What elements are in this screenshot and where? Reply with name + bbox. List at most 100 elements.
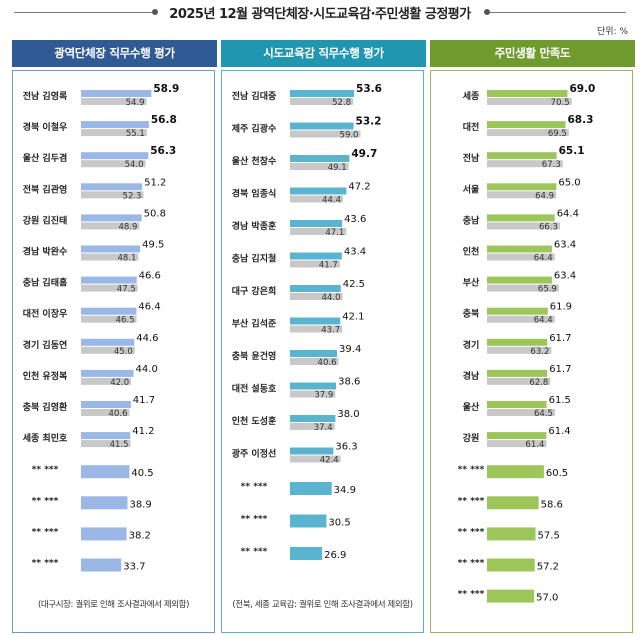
category-label-superintendents-13: ** *** — [241, 515, 268, 525]
value-previous-satisfaction-11: 61.4 — [525, 440, 544, 450]
value-current-satisfaction-13: 58.6 — [541, 499, 563, 510]
value-current-governors-10: 41.7 — [133, 395, 155, 406]
bar-current-governors-15 — [81, 558, 122, 572]
value-current-governors-6: 46.6 — [139, 271, 161, 282]
note-superintendents: (전북, 세종 교육감: 궐위로 인해 조사결과에서 제외함) — [232, 600, 413, 610]
value-previous-superintendents-11: 42.4 — [320, 456, 339, 466]
bar-current-satisfaction-14 — [487, 527, 536, 541]
bar-previous-superintendents-1 — [290, 130, 361, 138]
value-current-satisfaction-7: 61.9 — [550, 302, 572, 313]
bar-previous-governors-0 — [81, 98, 147, 105]
category-label-satisfaction-16: ** *** — [458, 590, 485, 600]
bar-current-satisfaction-9 — [487, 369, 548, 377]
value-previous-superintendents-8: 40.6 — [318, 358, 337, 368]
category-label-superintendents-4: 경남 박종훈 — [232, 220, 277, 232]
bar-previous-superintendents-2 — [290, 163, 349, 170]
bar-previous-superintendents-5 — [290, 260, 340, 268]
category-label-superintendents-9: 대전 설동호 — [232, 383, 277, 395]
value-previous-governors-2: 54.0 — [125, 160, 144, 170]
value-current-governors-7: 46.4 — [138, 302, 160, 313]
unit-label: 단위: % — [596, 27, 628, 37]
bar-current-governors-10 — [81, 401, 131, 408]
value-previous-satisfaction-4: 66.3 — [539, 222, 558, 232]
bar-previous-superintendents-0 — [290, 98, 354, 105]
bar-current-governors-4 — [81, 214, 142, 222]
value-previous-governors-1: 55.1 — [126, 129, 145, 139]
value-current-satisfaction-10: 61.5 — [549, 395, 571, 406]
bar-current-satisfaction-0 — [487, 90, 568, 97]
bar-previous-governors-10 — [81, 409, 130, 416]
value-current-superintendents-10: 38.0 — [337, 409, 359, 420]
value-current-governors-4: 50.8 — [144, 208, 166, 219]
category-label-governors-12: ** *** — [32, 465, 59, 475]
bar-current-superintendents-5 — [290, 252, 342, 260]
category-label-satisfaction-14: ** *** — [458, 527, 485, 537]
bar-previous-governors-7 — [81, 315, 137, 323]
value-current-superintendents-9: 38.6 — [338, 377, 360, 388]
value-current-superintendents-14: 26.9 — [324, 550, 346, 561]
value-previous-superintendents-3: 44.4 — [322, 196, 341, 206]
bar-current-governors-9 — [81, 369, 134, 377]
title-bar: 2025년 12월 광역단체장·시도교육감·주민생활 긍정평가 — [0, 0, 640, 26]
bar-previous-governors-3 — [81, 191, 144, 199]
value-current-satisfaction-2: 65.1 — [559, 145, 585, 157]
category-label-satisfaction-13: ** *** — [458, 496, 485, 506]
value-previous-superintendents-7: 43.7 — [321, 326, 340, 336]
value-current-governors-1: 56.8 — [151, 114, 177, 126]
bar-previous-superintendents-6 — [290, 293, 343, 300]
category-label-governors-4: 강원 김진태 — [23, 214, 68, 226]
category-label-satisfaction-10: 울산 — [463, 401, 480, 413]
value-current-superintendents-2: 49.7 — [351, 148, 377, 160]
value-current-satisfaction-11: 61.4 — [548, 426, 570, 437]
bar-current-superintendents-7 — [290, 317, 341, 325]
bar-previous-governors-2 — [81, 160, 146, 168]
value-current-superintendents-3: 47.2 — [348, 182, 370, 193]
category-label-superintendents-14: ** *** — [241, 547, 268, 557]
bar-current-governors-7 — [81, 307, 137, 315]
value-current-satisfaction-16: 57.0 — [536, 593, 558, 604]
value-current-governors-0: 58.9 — [153, 83, 179, 95]
panel-box-satisfaction: 세종 69.0 70.5 대전 68.3 69.5 전남 65.1 67.3 서울 65.0 64.9… — [430, 70, 633, 633]
bar-current-satisfaction-6 — [487, 276, 552, 284]
category-label-governors-13: ** *** — [32, 496, 59, 506]
bar-previous-satisfaction-9 — [487, 377, 551, 385]
bar-previous-satisfaction-5 — [487, 253, 555, 261]
bar-previous-governors-5 — [81, 253, 139, 261]
category-label-superintendents-11: 광주 이정선 — [232, 448, 277, 460]
value-current-governors-2: 56.3 — [150, 145, 176, 157]
bar-current-superintendents-9 — [290, 382, 337, 390]
category-label-governors-14: ** *** — [32, 527, 59, 537]
bar-current-satisfaction-3 — [487, 183, 557, 191]
category-label-satisfaction-11: 강원 — [463, 432, 480, 444]
bar-previous-governors-1 — [81, 129, 147, 137]
bar-previous-satisfaction-7 — [487, 315, 555, 323]
category-label-governors-7: 대전 이장우 — [23, 308, 68, 320]
value-previous-governors-0: 54.9 — [126, 98, 145, 108]
bar-current-satisfaction-2 — [487, 152, 557, 160]
value-previous-superintendents-6: 44.0 — [322, 293, 341, 303]
value-current-superintendents-5: 43.4 — [344, 247, 366, 258]
value-current-governors-14: 38.2 — [129, 530, 151, 541]
bar-previous-superintendents-3 — [290, 195, 344, 203]
value-previous-governors-3: 52.3 — [123, 191, 142, 201]
title-dot-left — [152, 9, 158, 15]
value-previous-satisfaction-6: 65.9 — [538, 285, 557, 295]
value-current-superintendents-8: 39.4 — [339, 344, 361, 355]
value-previous-superintendents-4: 47.1 — [325, 228, 344, 238]
category-label-satisfaction-6: 부산 — [463, 277, 480, 289]
value-current-satisfaction-14: 57.5 — [538, 530, 560, 541]
value-previous-satisfaction-1: 69.5 — [548, 129, 567, 139]
bar-current-satisfaction-1 — [487, 121, 566, 129]
value-current-governors-5: 49.5 — [142, 240, 164, 251]
bar-previous-superintendents-10 — [290, 423, 335, 430]
value-current-satisfaction-15: 57.2 — [537, 562, 559, 573]
bar-current-satisfaction-16 — [487, 589, 535, 603]
bar-current-governors-13 — [81, 496, 128, 510]
value-previous-governors-7: 46.5 — [116, 316, 135, 326]
value-current-superintendents-13: 30.5 — [328, 518, 350, 529]
panel-box-governors: 전남 김영록 58.9 54.9 경북 이철우 56.8 55.1 울산 김두겸 56.3 54… — [12, 70, 215, 633]
category-label-satisfaction-15: ** *** — [458, 559, 485, 569]
value-current-superintendents-12: 34.9 — [334, 485, 356, 496]
bar-current-superintendents-6 — [290, 285, 341, 292]
